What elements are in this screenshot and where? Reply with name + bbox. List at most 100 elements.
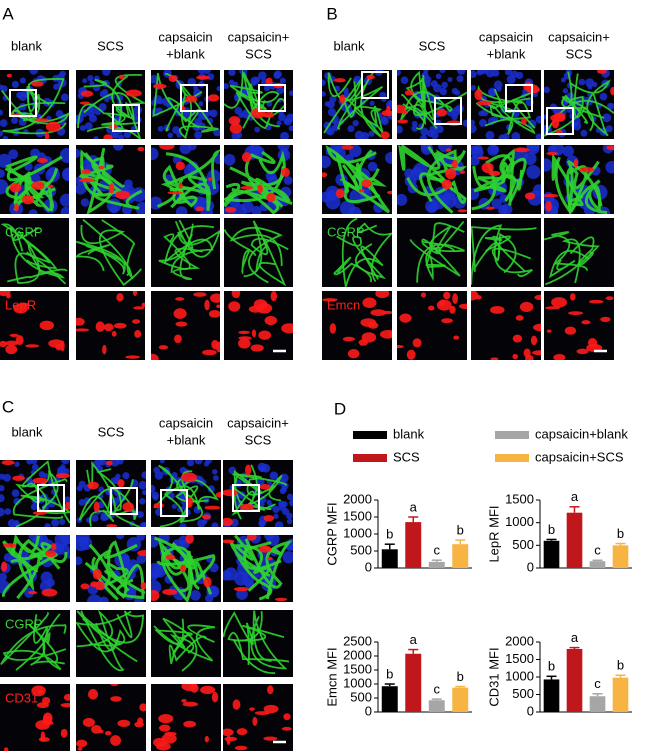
nucleus [87, 75, 94, 82]
fiber [15, 614, 51, 671]
fiber [153, 624, 216, 662]
red-signal [606, 145, 614, 151]
red-signal [358, 339, 369, 346]
fiber [76, 240, 131, 277]
nucleus [277, 145, 290, 152]
fiber [333, 256, 373, 283]
nucleus [109, 204, 119, 214]
fiber [544, 96, 614, 137]
red-signal [153, 502, 165, 509]
nucleus [7, 519, 16, 527]
nucleus [110, 460, 120, 467]
nucleus [500, 203, 513, 214]
column-header: +blank [166, 46, 205, 61]
red-signal [15, 335, 24, 346]
y-tick-label: 1500 [505, 491, 534, 506]
nucleus [286, 493, 293, 501]
red-signal [1, 561, 8, 572]
red-signal [39, 320, 54, 331]
nucleus [587, 84, 593, 90]
nucleus [430, 131, 439, 139]
red-signal [167, 191, 183, 195]
nucleus [236, 588, 248, 600]
nucleus [439, 87, 448, 96]
red-signal [251, 329, 257, 338]
red-signal [439, 299, 445, 307]
fiber [354, 105, 384, 134]
red-signal [579, 167, 595, 173]
zoom-box [9, 89, 37, 117]
nucleus [502, 132, 510, 139]
red-signal [116, 293, 124, 302]
micrograph-bg [471, 291, 541, 360]
significance-letter: b [548, 522, 555, 537]
red-signal [223, 539, 235, 544]
nucleus [29, 70, 39, 75]
nucleus [400, 76, 409, 85]
nucleus [471, 84, 476, 91]
zoom-box [232, 484, 260, 512]
red-signal [228, 116, 241, 126]
red-signal [45, 121, 61, 132]
nucleus [605, 160, 614, 174]
column-header: SCS [98, 424, 125, 439]
column-header: capsaicin+ [228, 29, 290, 44]
red-signal [576, 348, 589, 355]
red-signal [524, 192, 536, 200]
nucleus [322, 79, 326, 86]
fiber [232, 473, 287, 496]
nucleus [136, 535, 146, 541]
red-signal [458, 303, 467, 310]
red-signal [362, 297, 377, 308]
fiber [82, 610, 144, 644]
red-signal [581, 320, 591, 325]
column-header: SCS [566, 46, 593, 61]
y-tick-label: 0 [527, 559, 534, 574]
fiber [86, 75, 142, 139]
red-signal [258, 330, 272, 340]
nucleus [471, 70, 477, 79]
red-signal [267, 685, 274, 695]
nucleus [423, 70, 429, 74]
y-tick-label: 500 [512, 537, 534, 552]
red-signal [283, 713, 291, 721]
panel-label: D [334, 399, 346, 418]
y-tick-label: 500 [350, 689, 372, 704]
nucleus [322, 191, 331, 203]
fiber [178, 82, 193, 138]
stain-label: CGRP [5, 224, 43, 239]
micrograph [223, 535, 293, 602]
fiber [80, 224, 142, 287]
micrograph [76, 610, 146, 677]
fiber [336, 235, 387, 280]
column-header: SCS [419, 38, 446, 53]
nucleus [274, 521, 284, 527]
red-signal [185, 95, 198, 103]
fiber [165, 72, 219, 139]
nucleus [80, 198, 90, 207]
red-signal [546, 329, 552, 333]
red-signal [399, 313, 412, 323]
red-signal [263, 514, 275, 522]
red-signal [366, 74, 375, 80]
nucleus [491, 198, 503, 210]
zoom-box [505, 84, 533, 112]
red-signal [140, 582, 146, 590]
bar [405, 653, 422, 712]
red-signal [41, 588, 58, 597]
bar [612, 677, 629, 712]
nucleus [451, 87, 459, 95]
red-signal [534, 294, 541, 301]
red-signal [76, 739, 88, 748]
fiber [26, 244, 68, 275]
nucleus [580, 129, 588, 137]
red-signal [281, 167, 290, 177]
nucleus [87, 109, 95, 118]
fiber [477, 84, 536, 129]
nucleus [411, 125, 418, 132]
nucleus [30, 503, 38, 511]
nucleus [18, 92, 27, 102]
red-signal [202, 349, 217, 356]
red-signal [25, 344, 40, 348]
red-signal [322, 172, 328, 178]
